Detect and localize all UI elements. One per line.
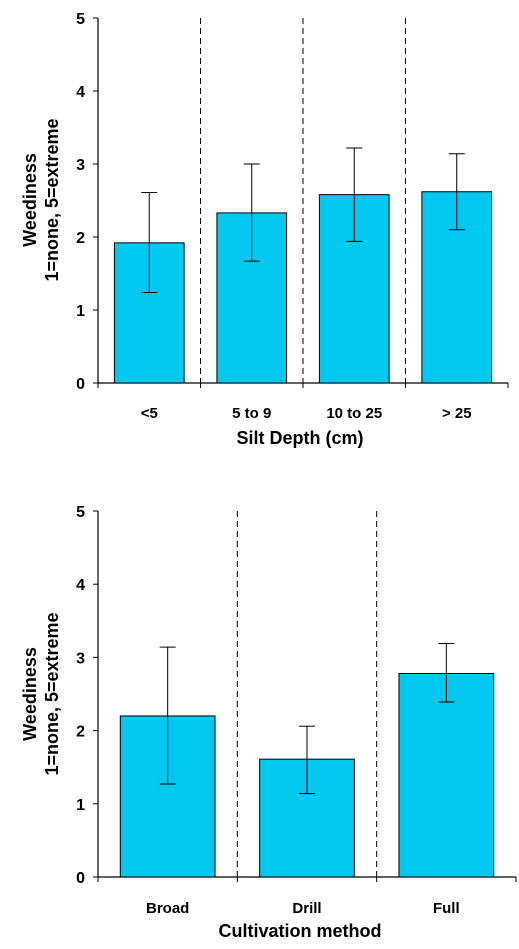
x-tick-label: Full <box>433 900 460 917</box>
x-axis-label: Silt Depth (cm) <box>236 428 363 448</box>
x-tick-label: 10 to 25 <box>326 405 382 422</box>
y-tick-label: 2 <box>76 230 85 247</box>
y-tick-label: 3 <box>76 650 85 667</box>
y-tick-label: 5 <box>76 11 85 28</box>
y-tick-label: 4 <box>76 577 85 594</box>
x-tick-label: 5 to 9 <box>232 405 271 422</box>
x-axis-label: Cultivation method <box>219 921 382 941</box>
chart-cultivation-method: Weediness 1=none, 5=extreme Cultivation … <box>20 504 517 941</box>
y-tick-label: 1 <box>76 797 85 814</box>
bar <box>398 673 495 878</box>
chart-silt-depth: Weediness 1=none, 5=extreme Silt Depth (… <box>20 11 509 448</box>
y-tick-label: 2 <box>76 724 85 741</box>
y-tick-label: 0 <box>76 870 85 887</box>
x-tick-label: Broad <box>146 900 189 917</box>
x-tick-label: <5 <box>141 405 158 422</box>
y-axis-label-line1: Weediness <box>20 153 40 247</box>
y-tick-label: 4 <box>76 84 85 101</box>
y-axis-label-line2: 1=none, 5=extreme <box>42 118 62 281</box>
y-tick-label: 0 <box>76 376 85 393</box>
y-tick-label: 3 <box>76 157 85 174</box>
x-tick-label: > 25 <box>442 405 472 422</box>
y-tick-label: 5 <box>76 504 85 521</box>
y-axis-label-line2: 1=none, 5=extreme <box>42 612 62 775</box>
y-axis-label-line1: Weediness <box>20 647 40 741</box>
y-tick-label: 1 <box>76 303 85 320</box>
x-tick-label: Drill <box>292 900 321 917</box>
